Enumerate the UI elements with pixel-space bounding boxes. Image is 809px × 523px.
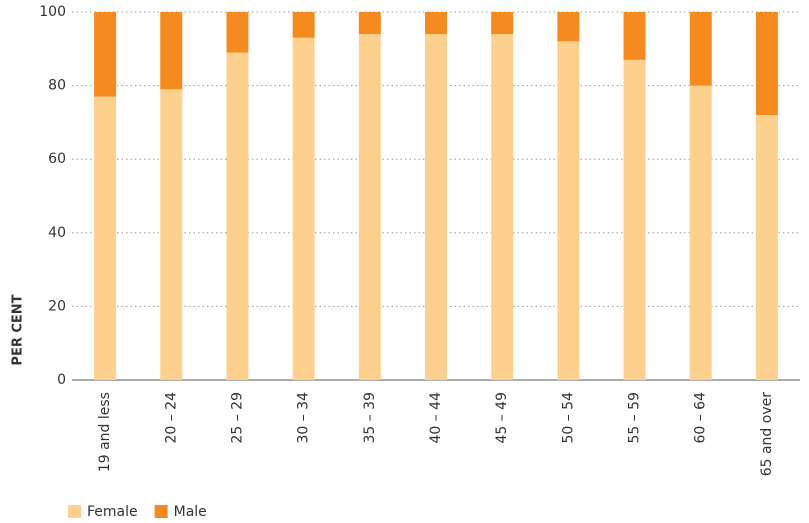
bar-segment <box>557 12 580 42</box>
bar-segment <box>160 12 183 90</box>
bar-segment <box>689 85 712 380</box>
bar-segment <box>226 12 249 53</box>
y-tick-label: 20 <box>48 298 66 314</box>
bar-segment <box>755 115 778 380</box>
bar-segment <box>160 89 183 380</box>
x-tick-label: 50 – 54 <box>560 392 576 444</box>
legend-label: Male <box>174 504 207 520</box>
y-tick-label: 80 <box>48 78 66 94</box>
bar-segment <box>292 12 315 38</box>
bar-segment <box>623 59 646 381</box>
bar-segment <box>623 12 646 60</box>
bar-segment <box>358 12 381 35</box>
bar-segment <box>491 12 514 35</box>
bar-segment <box>425 12 447 35</box>
bar-segment <box>755 12 778 116</box>
bar-segment <box>292 37 315 380</box>
legend-label: Female <box>87 504 138 520</box>
y-axis-label: PER CENT <box>11 294 26 365</box>
y-tick-label: 0 <box>57 372 66 388</box>
bar-segment <box>94 12 117 97</box>
x-tick-label: 45 – 49 <box>494 392 510 444</box>
bar-segment <box>491 34 514 380</box>
y-tick-label: 40 <box>48 225 66 241</box>
bar-segment <box>689 12 712 86</box>
y-tick-label: 60 <box>48 151 66 167</box>
x-tick-label: 35 – 39 <box>362 392 378 444</box>
x-tick-label: 65 and over <box>759 392 775 477</box>
x-tick-label: 19 and less <box>97 392 113 472</box>
legend-swatch <box>154 505 168 518</box>
bar-segment <box>425 34 447 380</box>
y-tick-label: 100 <box>39 4 66 20</box>
bar-segment <box>94 96 117 380</box>
x-tick-label: 30 – 34 <box>296 392 312 444</box>
bar-segment <box>358 34 381 380</box>
x-tick-label: 40 – 44 <box>428 392 444 444</box>
legend-swatch <box>68 505 81 518</box>
x-tick-label: 25 – 29 <box>229 392 245 444</box>
bar-segment <box>226 52 249 380</box>
x-tick-label: 20 – 24 <box>163 392 179 444</box>
bar-segment <box>557 41 580 380</box>
x-tick-label: 60 – 64 <box>693 392 709 444</box>
x-tick-label: 55 – 59 <box>627 392 643 444</box>
